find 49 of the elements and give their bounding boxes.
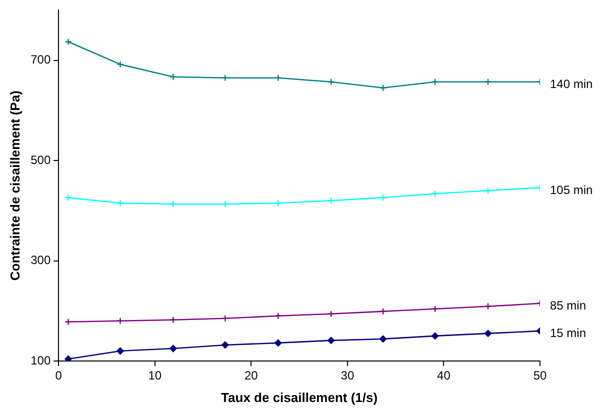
point — [222, 314, 229, 322]
point — [222, 74, 229, 82]
point — [379, 335, 387, 343]
point — [274, 312, 282, 320]
x-axis-title: Taux de cisaillement (1/s) — [221, 390, 378, 405]
x-tick-label: 0 — [55, 368, 62, 383]
point — [116, 60, 124, 68]
x-tick-label: 40 — [437, 368, 451, 383]
y-tick-label: 100 — [30, 353, 51, 368]
series-label: 140 min — [550, 77, 593, 92]
point — [484, 302, 492, 310]
y-axis-title: Contrainte de cisaillement (Pa) — [7, 90, 22, 281]
point — [116, 347, 124, 355]
point — [327, 197, 335, 204]
point — [484, 330, 492, 338]
x-tick-label: 10 — [148, 368, 162, 383]
point — [431, 332, 439, 340]
point — [327, 336, 335, 344]
point — [170, 73, 177, 80]
point — [379, 84, 387, 92]
point — [222, 200, 229, 208]
point — [327, 78, 335, 86]
series-label: 105 min — [550, 182, 593, 197]
series-label: 85 min — [550, 298, 586, 313]
y-tick-label: 500 — [30, 152, 51, 167]
point — [116, 200, 124, 207]
point — [431, 78, 439, 86]
point — [431, 190, 439, 198]
point — [170, 200, 177, 208]
point — [327, 310, 335, 318]
x-tick-label: 50 — [533, 368, 547, 383]
x-tick-label: 30 — [340, 368, 354, 383]
point — [431, 305, 439, 312]
point — [170, 316, 177, 324]
point — [116, 317, 124, 325]
x-tick-label: 20 — [244, 368, 258, 383]
point — [484, 78, 492, 86]
point — [379, 194, 387, 202]
point — [379, 308, 387, 315]
point — [274, 339, 282, 347]
point — [484, 187, 492, 194]
y-tick-label: 700 — [30, 52, 51, 67]
point — [222, 341, 229, 349]
point — [274, 74, 282, 82]
point — [64, 355, 72, 361]
point — [274, 200, 282, 207]
point — [170, 344, 177, 352]
y-tick-label: 300 — [30, 253, 51, 268]
series-label: 15 min — [550, 326, 586, 340]
